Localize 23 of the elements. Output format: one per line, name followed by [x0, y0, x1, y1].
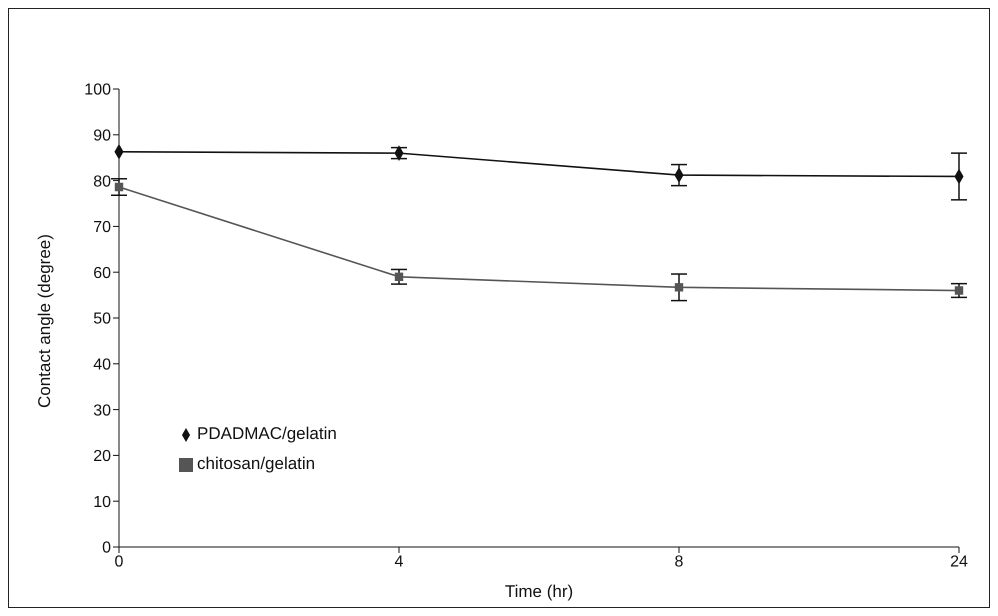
- y-tick-label: 0: [102, 540, 112, 557]
- x-tick-label: 24: [950, 553, 968, 570]
- y-tick-label: 40: [93, 356, 112, 374]
- x-tick-label: 8: [674, 553, 684, 570]
- y-tick-label: 10: [93, 494, 112, 511]
- y-tick-label: 60: [93, 264, 112, 282]
- x-axis-title: Time (hr): [504, 582, 574, 601]
- point: [954, 286, 964, 295]
- x-tick-label: 4: [394, 553, 404, 570]
- y-tick-label: 70: [93, 219, 112, 236]
- y-tick-label: 30: [93, 402, 112, 420]
- y-tick-label: 50: [93, 310, 112, 328]
- y-tick-label: 90: [93, 127, 112, 144]
- y-tick-label: 80: [93, 173, 112, 190]
- point: [114, 182, 124, 192]
- point: [394, 272, 404, 281]
- y-axis-title: Contact angle (degree): [35, 234, 54, 408]
- x-tick-label: 0: [114, 553, 124, 570]
- legend-label: chitosan/gelatin: [197, 454, 316, 473]
- y-tick-label: 20: [93, 448, 112, 466]
- y-tick-label: 100: [84, 82, 112, 99]
- legend-label: PDADMAC/gelatin: [197, 424, 337, 443]
- point: [674, 283, 684, 292]
